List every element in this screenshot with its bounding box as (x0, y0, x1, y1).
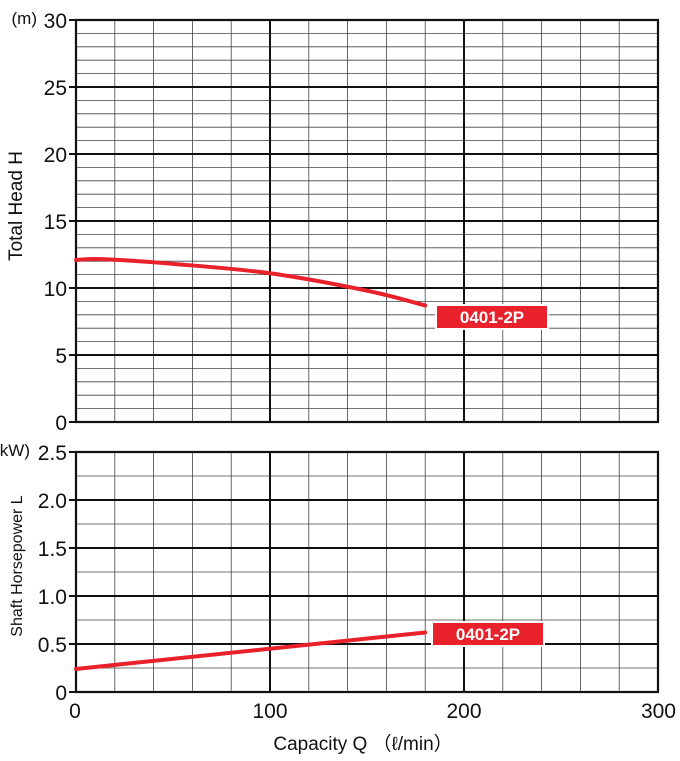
power-frame (74, 450, 660, 694)
head-panel: 0 5 10 15 20 25 30 (m) Total Head H 0401-2P (6, 9, 660, 435)
head-y-tick-label: 0 (55, 412, 67, 435)
head-y-tick-label: 25 (44, 77, 67, 100)
power-y-tick-label: 2.0 (38, 490, 67, 513)
x-axis-title: Capacity Q （ℓ/min） (273, 733, 452, 755)
head-y-tick-label: 30 (44, 10, 67, 33)
x-tick-label: 0 (69, 700, 81, 723)
x-axis: 0 100 200 300 Capacity Q （ℓ/min） (69, 700, 676, 755)
x-tick-label: 300 (641, 700, 676, 723)
power-y-tick-label: 0 (55, 682, 67, 705)
power-series-line (74, 630, 428, 671)
x-tick-label: 100 (252, 700, 287, 723)
x-tick-label: 200 (446, 700, 481, 723)
head-series-line (74, 256, 428, 308)
power-y-tick-label: 1.5 (38, 538, 67, 561)
power-y-tick-label: 1.0 (38, 586, 67, 609)
head-y-tick-label: 15 (44, 211, 67, 234)
power-y-axis-title: Shaft Horsepower L (9, 495, 26, 637)
head-y-unit-label: (m) (12, 9, 37, 28)
power-y-tick-label: 2.5 (38, 442, 67, 465)
head-series-tag (435, 304, 549, 330)
power-y-unit-label: (kW) (0, 441, 30, 460)
head-y-tick-label: 20 (44, 144, 67, 167)
head-frame (74, 18, 660, 424)
power-panel: 0 0.5 1.0 1.5 2.0 2.5 (kW) Shaft Horsepower L 04… (0, 441, 660, 705)
power-y-tick-label: 0.5 (38, 634, 67, 657)
head-series-tag-label: 0401-2P (460, 308, 524, 327)
head-y-tick-label: 10 (44, 278, 67, 301)
power-series-tag (431, 621, 545, 647)
head-y-tick-label: 5 (55, 345, 67, 368)
power-series-tag-label: 0401-2P (456, 625, 520, 644)
head-y-axis-title: Total Head H (6, 151, 27, 261)
